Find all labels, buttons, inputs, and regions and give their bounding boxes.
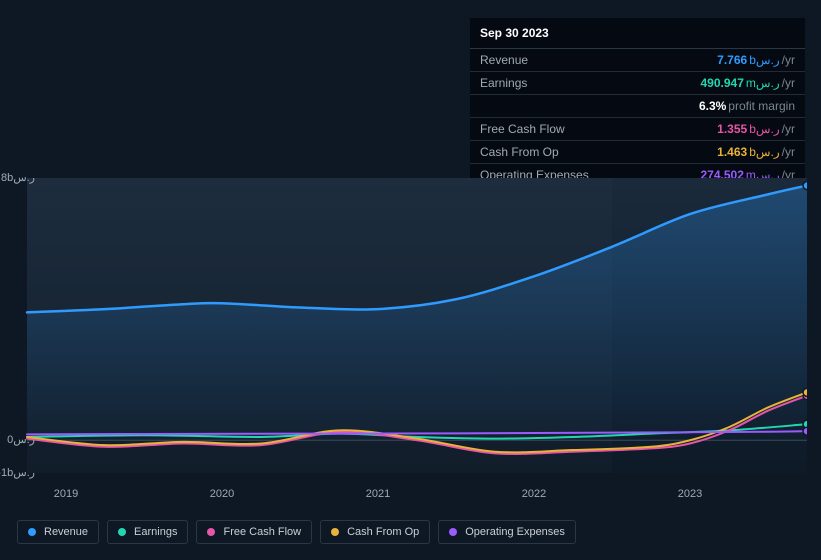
legend-item[interactable]: Revenue [17,520,99,544]
legend-dot-icon [28,528,36,536]
tooltip-row-value: 7.766 [717,53,747,67]
legend-item[interactable]: Free Cash Flow [196,520,312,544]
x-tick-label: 2020 [210,488,234,500]
legend-label: Cash From Op [347,526,419,538]
tooltip-row: Revenue7.766bر.س/yr [470,49,805,72]
legend-label: Revenue [44,526,88,538]
tooltip-date: Sep 30 2023 [470,18,805,49]
x-tick-label: 2022 [522,488,546,500]
tooltip-note-row: 6.3% profit margin [470,95,805,118]
tooltip-row-unit: bر.س [749,122,779,136]
tooltip-note-text: profit margin [728,99,795,113]
x-tick-label: 2021 [366,488,390,500]
chart-svg [17,160,807,510]
y-tick-label: 8bر.س [0,171,35,184]
legend-item[interactable]: Earnings [107,520,188,544]
legend-dot-icon [449,528,457,536]
legend-dot-icon [118,528,126,536]
legend-item[interactable]: Operating Expenses [438,520,576,544]
tooltip-row-suffix: /yr [782,122,795,136]
legend-dot-icon [331,528,339,536]
tooltip-row-unit: bر.س [749,145,779,159]
tooltip-row-unit: mر.س [746,76,780,90]
tooltip-row-suffix: /yr [782,76,795,90]
tooltip-row-label: Cash From Op [480,145,717,159]
legend-dot-icon [207,528,215,536]
x-tick-label: 2019 [54,488,78,500]
legend-item[interactable]: Cash From Op [320,520,430,544]
tooltip-row: Free Cash Flow1.355bر.س/yr [470,118,805,141]
tooltip-note-value: 6.3% [699,99,726,113]
tooltip-row-label: Free Cash Flow [480,122,717,136]
x-tick-label: 2023 [678,488,702,500]
tooltip-row: Earnings490.947mر.س/yr [470,72,805,95]
legend: Revenue Earnings Free Cash Flow Cash From O… [17,520,576,544]
legend-label: Operating Expenses [465,526,565,538]
tooltip-row-value: 1.355 [717,122,747,136]
y-tick-label: -1bر.س [0,466,35,479]
chart-area: 8bر.س0ر.س-1bر.س 20192020202120222023 [17,160,807,530]
tooltip-row-label: Revenue [480,53,717,67]
legend-label: Free Cash Flow [223,526,301,538]
tooltip-row-suffix: /yr [782,145,795,159]
tooltip-row-value: 490.947 [700,76,743,90]
legend-label: Earnings [134,526,177,538]
tooltip-row-suffix: /yr [782,53,795,67]
tooltip-row-value: 1.463 [717,145,747,159]
y-tick-label: 0ر.س [0,433,35,446]
tooltip-row-unit: bر.س [749,53,779,67]
tooltip-row-label: Earnings [480,76,700,90]
